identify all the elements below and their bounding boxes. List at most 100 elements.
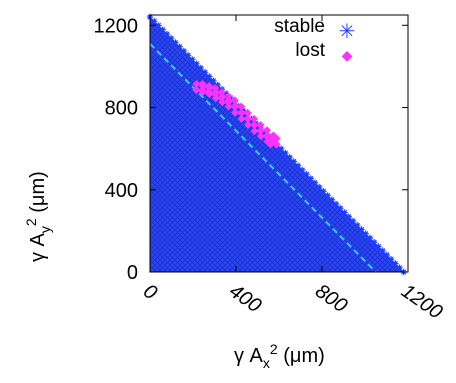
lost-point: [250, 127, 259, 136]
stable-point: [214, 81, 221, 89]
lost-point: [272, 140, 281, 149]
x-axis-label-unit: (μm): [278, 345, 325, 367]
y-axis-label: γ Ay2 (μm): [23, 171, 53, 262]
stable-point: [303, 171, 310, 178]
stable-point: [277, 145, 285, 152]
lost-point: [243, 108, 252, 117]
stable-point: [167, 35, 175, 42]
legend-marker-lost: ◆: [342, 48, 353, 64]
stable-point: [282, 149, 289, 157]
lost-point: [192, 79, 201, 88]
legend-marker-stable: ✳: [339, 19, 356, 43]
legend-label-stable: stable: [274, 16, 325, 37]
lost-point: [250, 114, 259, 123]
stable-point: [286, 154, 293, 161]
stable-point: [176, 43, 183, 50]
lost-point: [244, 120, 253, 129]
y-axis-label-unit: (μm): [27, 171, 49, 218]
lost-point: [218, 98, 227, 107]
stable-point: [155, 22, 162, 29]
stable-point: [396, 264, 403, 271]
legend: stable ✳ lost ◆: [274, 16, 355, 64]
stable-point: [172, 39, 179, 46]
stable-point: [193, 60, 200, 67]
svg-text:γ Ax2 (μm): γ Ax2 (μm): [234, 341, 325, 371]
lost-point: [237, 102, 246, 111]
lost-point: [266, 134, 275, 143]
y-tick-label: 1200: [94, 15, 139, 37]
lost-point: [230, 96, 239, 105]
y-tick-label: 0: [127, 262, 138, 284]
lost-point: [266, 140, 275, 149]
stable-point: [311, 179, 319, 186]
stable-point: [324, 192, 331, 199]
lost-point: [224, 96, 233, 105]
lost-point: [237, 114, 246, 123]
lost-point: [272, 134, 281, 143]
stable-point: [197, 64, 204, 72]
lost-point: [237, 108, 246, 117]
stable-point: [379, 247, 386, 254]
stable-point: [392, 260, 399, 267]
stable-point: [358, 226, 365, 233]
lost-point: [262, 126, 271, 135]
stable-point: [222, 90, 230, 97]
lost-point: [211, 88, 220, 97]
stable-point: [370, 239, 378, 246]
stable-point: [210, 77, 217, 84]
lost-point: [231, 108, 240, 117]
y-tick-label: 800: [105, 98, 138, 120]
stable-point: [345, 213, 352, 220]
stable-point: [290, 158, 297, 165]
stable-point: [163, 30, 171, 38]
lost-point: [256, 121, 265, 130]
legend-label-lost: lost: [295, 40, 325, 61]
stable-point: [341, 209, 348, 216]
stable-point: [180, 47, 188, 55]
stable-point: [328, 196, 336, 203]
x-axis-label-sup: 2: [270, 341, 278, 357]
stable-point: [387, 256, 395, 263]
x-tick-label: 800: [311, 280, 351, 317]
lost-point: [256, 132, 265, 141]
x-tick-label: 400: [225, 280, 265, 317]
plot-frame: [149, 14, 409, 273]
stable-point: [189, 56, 196, 63]
stable-point: [315, 183, 323, 191]
stable-point: [332, 200, 340, 208]
y-axis-label-sup: 2: [23, 218, 39, 226]
lost-point: [198, 82, 207, 91]
stable-point: [320, 188, 327, 195]
stable-point: [353, 222, 361, 229]
dashed-reference-line: [149, 43, 377, 273]
stable-point: [366, 234, 374, 242]
stable-point: [201, 69, 209, 76]
stable-point: [383, 251, 390, 259]
lost-point: [224, 102, 233, 111]
x-axis-label-sub: x: [263, 355, 270, 371]
y-tick-label: 400: [105, 180, 138, 202]
lost-point: [192, 85, 201, 94]
lost-point: [205, 90, 214, 99]
stable-point: [260, 128, 268, 135]
stable-point: [337, 205, 344, 212]
lost-point: [231, 102, 240, 111]
svg-text:γ Ay2 (μm): γ Ay2 (μm): [23, 171, 53, 262]
stable-point: [205, 73, 213, 80]
stable-point: [159, 26, 166, 34]
x-axis-label: γ Ax2 (μm): [234, 341, 325, 371]
x-tick-label: 0: [139, 280, 161, 304]
lost-point: [250, 121, 259, 130]
stable-point: [362, 230, 369, 237]
stable-point: [184, 52, 192, 59]
x-tick-label: 1200: [397, 280, 446, 324]
y-axis-label-main: γ A: [27, 232, 49, 262]
lost-point: [244, 114, 253, 123]
lost-point: [218, 92, 227, 101]
lost-point: [205, 84, 214, 93]
lost-point: [256, 126, 265, 135]
plot-area: [146, 13, 407, 276]
stable-point: [307, 175, 314, 182]
x-axis-label-main: γ A: [234, 345, 264, 367]
